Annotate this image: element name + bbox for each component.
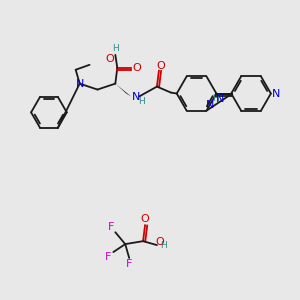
Text: H: H — [112, 44, 119, 53]
Text: H: H — [160, 241, 167, 250]
Text: N: N — [206, 100, 214, 110]
Text: H: H — [212, 94, 219, 103]
Text: F: F — [108, 222, 115, 232]
Text: F: F — [105, 252, 112, 262]
Text: O: O — [133, 63, 142, 73]
Text: F: F — [126, 259, 132, 269]
Text: N: N — [76, 79, 84, 88]
Text: O: O — [155, 237, 164, 247]
Text: O: O — [141, 214, 149, 224]
Text: N: N — [272, 88, 280, 98]
Text: N: N — [132, 92, 140, 101]
Text: N: N — [216, 94, 224, 104]
Text: O: O — [157, 61, 165, 71]
Polygon shape — [115, 84, 131, 97]
Text: H: H — [138, 97, 145, 106]
Text: O: O — [105, 54, 114, 64]
